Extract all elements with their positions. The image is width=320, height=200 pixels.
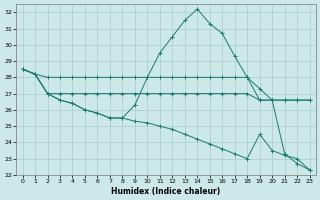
X-axis label: Humidex (Indice chaleur): Humidex (Indice chaleur) [111,187,221,196]
